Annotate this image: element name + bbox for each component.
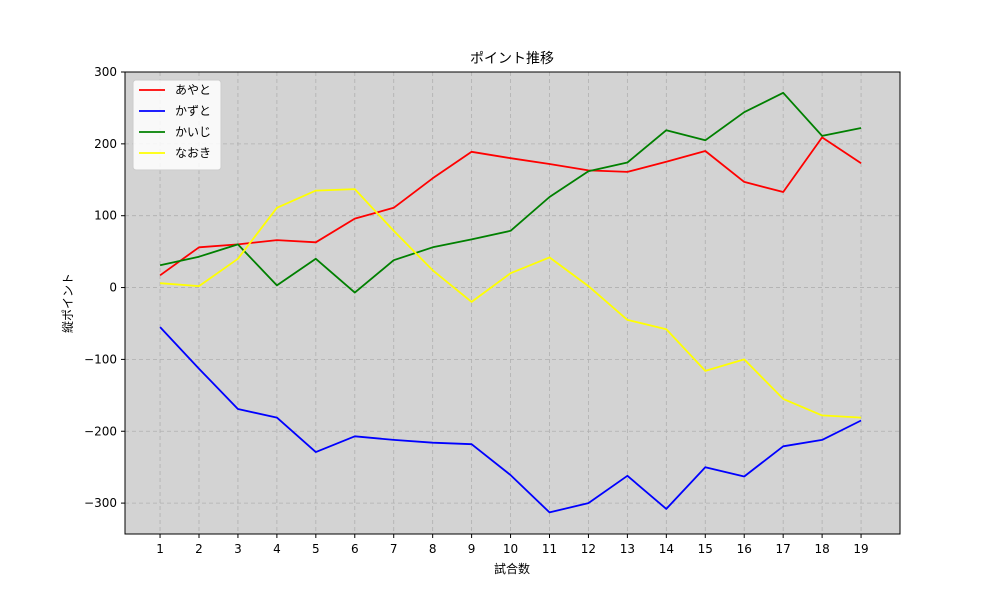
plot-area — [124, 71, 901, 535]
x-tick-label: 7 — [390, 542, 398, 556]
x-tick-label: 4 — [273, 542, 281, 556]
y-tick-label: 200 — [94, 137, 117, 151]
x-axis-label: 試合数 — [494, 561, 530, 576]
legend-box — [132, 79, 222, 171]
x-tick-label: 2 — [195, 542, 203, 556]
x-tick-label: 16 — [737, 542, 752, 556]
series-line-4 — [160, 188, 862, 419]
x-tick-label: 12 — [581, 542, 596, 556]
y-tick-label: 0 — [109, 281, 117, 295]
y-axis: −300 −200 −100 0 100 200 300 — [84, 65, 125, 510]
y-tick-label: −200 — [84, 424, 117, 438]
series-line-1 — [159, 136, 862, 277]
y-tick-label: −100 — [84, 352, 117, 366]
x-tick-label: 14 — [659, 542, 674, 556]
x-tick-label: 17 — [776, 542, 791, 556]
chart-title: ポイント推移 — [470, 51, 554, 67]
series-line-3 — [159, 91, 862, 294]
y-tick-label: 300 — [94, 65, 117, 79]
x-tick-label: 10 — [503, 542, 518, 556]
x-tick-label: 15 — [698, 542, 713, 556]
y-tick-label: −300 — [84, 496, 117, 510]
legend-label: あやと — [175, 83, 211, 97]
legend-label: なおき — [175, 146, 211, 160]
x-tick-label: 9 — [468, 542, 476, 556]
x-tick-label: 1 — [156, 542, 164, 556]
x-tick-label: 5 — [312, 542, 320, 556]
x-tick-label: 13 — [620, 542, 635, 556]
x-tick-label: 11 — [542, 542, 557, 556]
series-line-2 — [159, 326, 862, 514]
grid — [125, 71, 900, 534]
series-lines — [159, 91, 862, 514]
legend-label: かいじ — [175, 125, 211, 139]
y-tick-label: 100 — [94, 209, 117, 223]
legend-label: かずと — [175, 104, 211, 118]
plot-frame — [124, 71, 901, 535]
x-tick-label: 19 — [853, 542, 868, 556]
y-axis-label: 縦ポイント — [61, 273, 75, 333]
x-tick-label: 18 — [814, 542, 829, 556]
x-tick-label: 3 — [234, 542, 242, 556]
x-tick-label: 6 — [351, 542, 359, 556]
x-axis: 1 2 3 4 5 6 7 8 9 10 11 12 13 14 15 16 17 18 19 — [156, 534, 869, 556]
x-tick-label: 8 — [429, 542, 437, 556]
